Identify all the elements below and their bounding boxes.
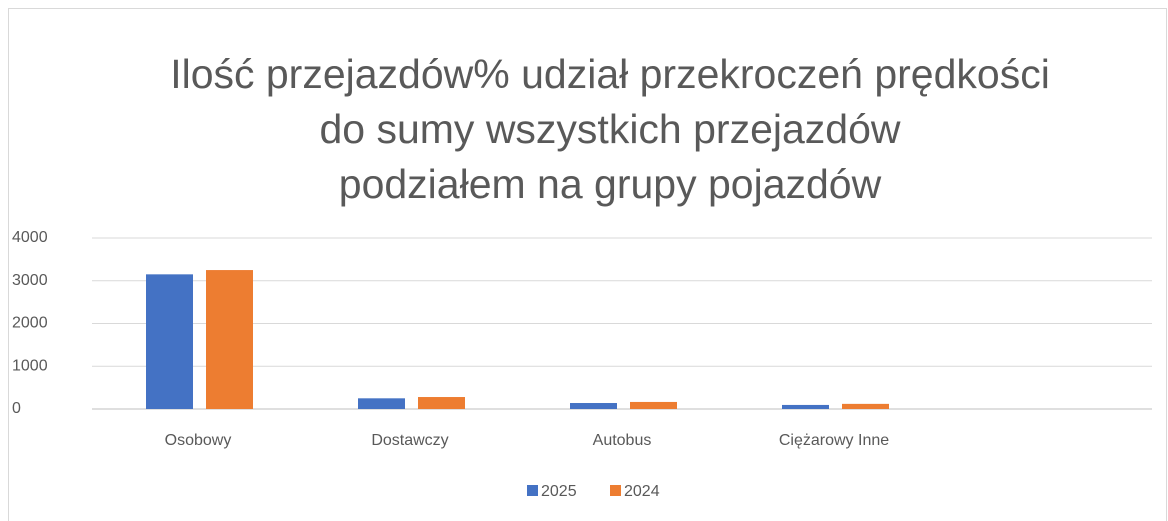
y-tick-label: 1000 bbox=[12, 357, 48, 374]
chart-title: do sumy wszystkich przejazdów bbox=[319, 106, 900, 152]
legend-label: 2025 bbox=[541, 483, 577, 500]
y-tick-label: 0 bbox=[12, 400, 21, 417]
chart-title: Ilość przejazdów% udział przekroczeń prę… bbox=[170, 51, 1050, 97]
bar bbox=[206, 270, 253, 409]
bar bbox=[418, 397, 465, 409]
chart-title: podziałem na grupy pojazdów bbox=[339, 161, 882, 207]
bar bbox=[358, 398, 405, 409]
y-tick-label: 4000 bbox=[12, 229, 48, 246]
bar bbox=[842, 403, 889, 409]
y-tick-label: 3000 bbox=[12, 272, 48, 289]
y-tick-label: 2000 bbox=[12, 315, 48, 332]
chart-frame bbox=[8, 8, 1167, 521]
legend-label: 2024 bbox=[624, 483, 660, 500]
x-tick-label: Ciężarowy Inne bbox=[779, 432, 889, 449]
legend-swatch bbox=[610, 485, 621, 496]
legend-swatch bbox=[527, 485, 538, 496]
bar bbox=[782, 404, 829, 409]
bar bbox=[630, 401, 677, 409]
bar bbox=[146, 274, 193, 409]
x-tick-label: Dostawczy bbox=[371, 432, 448, 449]
bar bbox=[570, 403, 617, 409]
x-tick-label: Autobus bbox=[593, 432, 652, 449]
x-tick-label: Osobowy bbox=[165, 432, 232, 449]
